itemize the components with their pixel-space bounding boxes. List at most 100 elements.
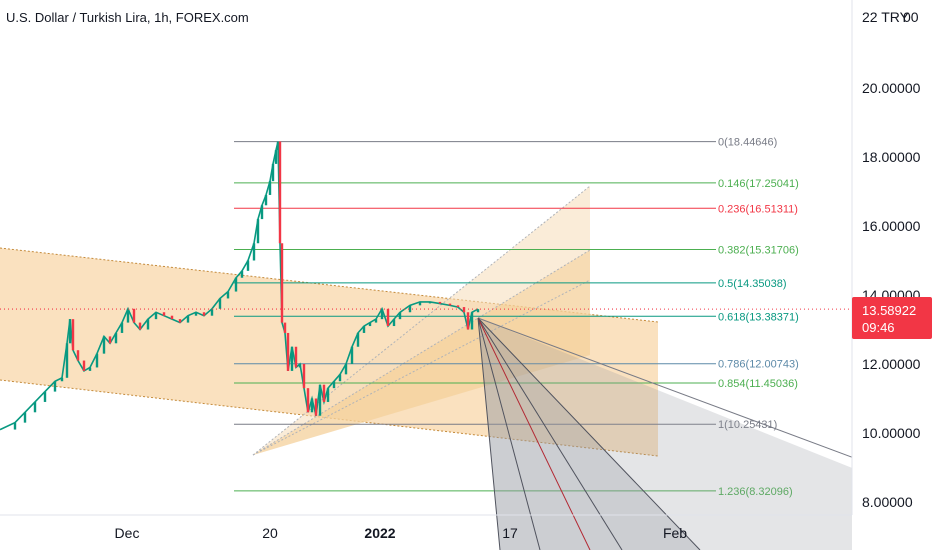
price-axis[interactable]: 22 TRY 00 8.0000010.0000012.0000014.0000…: [851, 0, 932, 550]
candle: [428, 301, 432, 304]
projection-line-3: [477, 317, 623, 550]
fan-line-lower: [252, 279, 591, 456]
candle: [374, 319, 378, 323]
candle: [71, 319, 75, 351]
fib-level-label: 0.236(16.51311): [718, 203, 798, 215]
candle: [332, 381, 336, 389]
fib-level-label: 0(18.44646): [718, 137, 777, 149]
candle: [310, 398, 314, 413]
candle: [276, 141, 280, 151]
candle: [314, 398, 318, 416]
candle: [368, 322, 372, 327]
y-tick-label: 8.00000: [862, 494, 913, 510]
candle: [132, 308, 136, 323]
candle: [252, 243, 256, 261]
candle: [256, 219, 260, 244]
candle: [65, 343, 69, 378]
candle: [246, 260, 250, 271]
candle: [138, 322, 142, 330]
candle: [226, 291, 230, 299]
candle: [418, 301, 422, 306]
candle: [408, 305, 412, 313]
fib-level-label: 1.236(8.32096): [718, 486, 793, 498]
y-tick-label: 18.00000: [862, 149, 921, 165]
candle: [126, 308, 130, 323]
fan-line-mid: [252, 249, 591, 456]
candle: [88, 367, 92, 371]
candle: [102, 336, 106, 354]
y-tick-label: 20.00000: [862, 80, 921, 96]
x-tick-20: 20: [262, 525, 278, 541]
candle: [298, 364, 302, 368]
candle: [268, 181, 272, 195]
candle: [380, 308, 384, 320]
candle: [120, 322, 124, 333]
projection-line-red: [477, 317, 591, 550]
candle: [278, 141, 282, 244]
fib-level-label: 0.146(17.25041): [718, 178, 799, 190]
candle: [240, 270, 244, 278]
candle: [82, 360, 86, 371]
projection-line-5: [477, 317, 501, 550]
candle: [210, 308, 214, 316]
candle: [114, 332, 118, 344]
projection-line-2: [477, 317, 701, 550]
current-price-countdown: 09:46: [862, 320, 895, 335]
candle: [318, 384, 322, 416]
y-tick-label: 10.00000: [862, 425, 921, 441]
price-series: [0, 141, 852, 431]
price-axis-bg: [852, 0, 932, 550]
x-tick-17: 17: [502, 525, 518, 541]
candle: [76, 350, 80, 361]
candle: [338, 374, 342, 382]
x-tick-feb: Feb: [663, 525, 687, 541]
candle: [274, 150, 278, 164]
candle: [170, 315, 174, 320]
candle: [283, 322, 287, 333]
candle: [322, 384, 326, 402]
fan-wedge[interactable]: [252, 185, 591, 456]
time-axis[interactable]: Dec 20 2022 17 Feb: [0, 514, 852, 541]
fan-wedge-fill: [253, 186, 590, 455]
fib-level-label: 0.854(11.45036): [718, 378, 798, 390]
candle: [362, 326, 366, 333]
x-tick-2022: 2022: [364, 525, 395, 541]
candle: [194, 312, 198, 316]
candle: [466, 312, 470, 330]
candle: [448, 303, 452, 306]
candle: [146, 319, 150, 330]
fib-level-label: 0.786(12.00743): [718, 359, 799, 371]
candle: [302, 364, 306, 389]
projection-fan-fill-outer: [478, 318, 932, 550]
candle: [178, 319, 182, 323]
candle: [60, 377, 64, 382]
candle: [356, 332, 360, 347]
candle: [286, 332, 290, 371]
candle: [264, 194, 268, 206]
current-price-tag: [852, 297, 932, 339]
candle: [398, 312, 402, 320]
candle: [386, 308, 390, 327]
fibonacci-retracement[interactable]: 0(18.44646) 0.146(17.25041) 0.236(16.51311…: [234, 137, 799, 498]
candle: [271, 163, 275, 182]
candle: [68, 319, 72, 344]
candle: [306, 388, 310, 413]
y-tick-label: 16.00000: [862, 218, 921, 234]
candle: [234, 277, 238, 292]
candle: [202, 312, 206, 316]
candle: [23, 412, 27, 423]
candle: [290, 346, 294, 371]
x-tick-dec: Dec: [115, 525, 140, 541]
fib-level-label: 0.5(14.35038): [718, 278, 787, 290]
candle: [476, 309, 480, 313]
fib-level-label: 0.618(13.38371): [718, 311, 799, 323]
candle: [13, 422, 17, 430]
candle: [350, 346, 354, 364]
candle: [33, 401, 37, 413]
projection-fan[interactable]: [477, 317, 932, 550]
currency-label-suffix: 00: [903, 9, 919, 25]
candle: [344, 364, 348, 375]
candle: [162, 312, 166, 316]
chart-title: U.S. Dollar / Turkish Lira, 1h, FOREX.co…: [6, 10, 249, 25]
